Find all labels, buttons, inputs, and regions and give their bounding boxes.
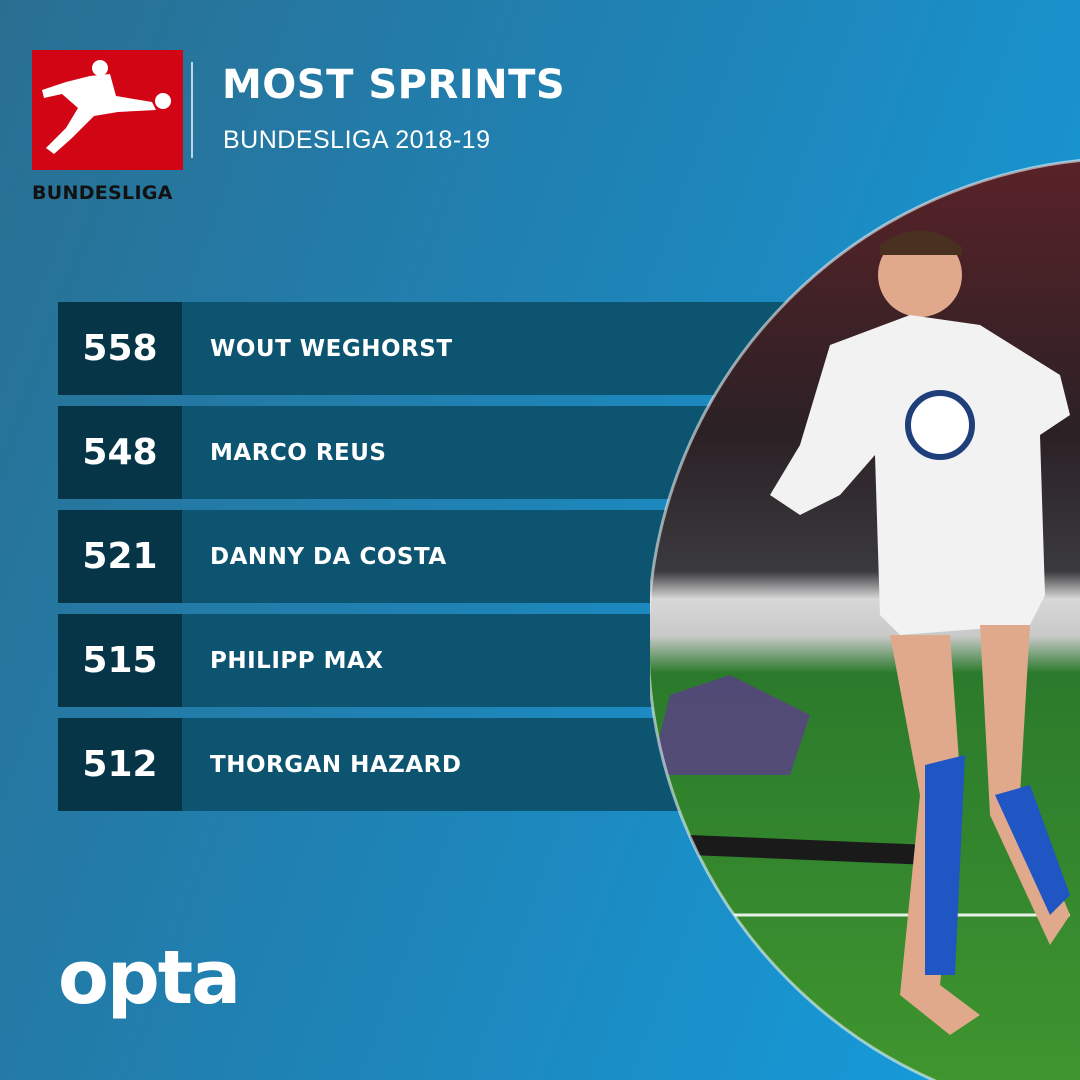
page-subtitle: BUNDESLIGA 2018-19 [223,126,491,154]
player-kicking-icon [42,60,171,154]
bundesliga-logo [32,50,183,170]
ranking-row: 558 WOUT WEGHORST [58,302,878,395]
bundesliga-wordmark: BUNDESLIGA [32,182,173,204]
sprint-count: 558 [58,302,182,395]
sprint-count: 548 [58,406,182,499]
page-title: MOST SPRINTS [222,62,566,108]
player-name: PHILIPP MAX [210,647,384,674]
player-name: WOUT WEGHORST [210,335,453,362]
player-name: THORGAN HAZARD [210,751,462,778]
sprint-count: 512 [58,718,182,811]
opta-logo: opta [58,935,241,1021]
player-name: DANNY DA COSTA [210,543,447,570]
player-name: MARCO REUS [210,439,387,466]
player-photo [650,158,1080,1080]
header-divider [191,62,193,158]
sprint-count: 515 [58,614,182,707]
sprint-count: 521 [58,510,182,603]
celebrating-player-illustration [650,158,1080,1080]
